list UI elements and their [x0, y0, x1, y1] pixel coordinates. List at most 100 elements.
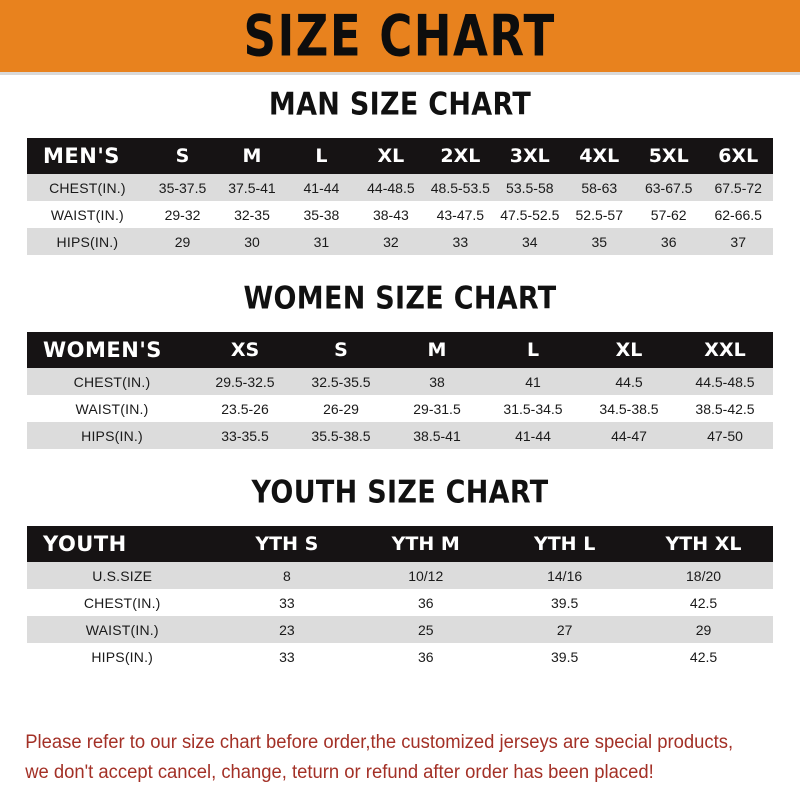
women-cell: 38 [389, 368, 485, 395]
men-cell: 63-67.5 [633, 174, 704, 201]
youth-cell: 33 [217, 643, 357, 670]
youth-section-title: YOUTH SIZE CHART [251, 474, 549, 511]
women-cell: 23.5-26 [197, 395, 293, 422]
youth-header-row: YOUTH YTH S YTH M YTH L YTH XL [27, 526, 773, 562]
youth-size-header: YTH L [495, 526, 635, 562]
footer-line-1: Please refer to our size chart before or… [25, 732, 734, 753]
youth-size-header: YTH XL [634, 526, 773, 562]
women-cell: 38.5-42.5 [677, 395, 773, 422]
banner-divider [0, 72, 800, 75]
youth-row-label: U.S.SIZE [27, 562, 218, 589]
youth-cell: 36 [356, 643, 496, 670]
youth-cell: 39.5 [495, 643, 635, 670]
youth-table-wrap: YOUTH YTH S YTH M YTH L YTH XL U.S.SIZE 8 10/12… [27, 526, 773, 670]
youth-row-label: HIPS(IN.) [27, 643, 218, 670]
table-row: CHEST(IN.) 35-37.5 37.5-41 41-44 44-48.5 48.5… [27, 174, 773, 201]
men-cell: 34 [495, 228, 565, 255]
men-cell: 44-48.5 [356, 174, 426, 201]
men-table-wrap: MEN'S S M L XL 2XL 3XL 4XL 5XL 6XL CHEST(IN.) 35-37… [27, 138, 773, 255]
youth-cell: 10/12 [356, 562, 496, 589]
women-cell: 35.5-38.5 [293, 422, 389, 449]
women-row-label: HIPS(IN.) [27, 422, 197, 449]
men-cell: 41-44 [286, 174, 357, 201]
men-cell: 48.5-53.5 [425, 174, 496, 201]
men-cell: 37 [703, 228, 773, 255]
youth-row-label: WAIST(IN.) [27, 616, 218, 643]
men-size-header: 4XL [564, 138, 634, 174]
men-header-label: MEN'S [27, 138, 148, 174]
women-row-label: WAIST(IN.) [27, 395, 197, 422]
women-size-header: XXL [677, 332, 773, 368]
men-cell: 57-62 [633, 201, 704, 228]
youth-cell: 27 [495, 616, 635, 643]
men-cell: 62-66.5 [703, 201, 773, 228]
women-cell: 41-44 [485, 422, 581, 449]
women-size-header: S [293, 332, 389, 368]
women-cell: 44-47 [581, 422, 677, 449]
men-cell: 67.5-72 [703, 174, 773, 201]
table-row: HIPS(IN.) 29 30 31 32 33 34 35 36 37 [27, 228, 773, 255]
youth-cell: 23 [217, 616, 357, 643]
youth-cell: 29 [634, 616, 773, 643]
youth-cell: 42.5 [634, 589, 773, 616]
youth-cell: 18/20 [634, 562, 773, 589]
women-cell: 29.5-32.5 [197, 368, 293, 395]
table-row: WAIST(IN.) 23.5-26 26-29 29-31.5 31.5-34.5 34… [27, 395, 773, 422]
women-table-wrap: WOMEN'S XS S M L XL XXL CHEST(IN.) 29.5-32.5 32.5… [27, 332, 773, 449]
women-header-label: WOMEN'S [27, 332, 197, 368]
men-cell: 43-47.5 [425, 201, 496, 228]
men-cell: 58-63 [564, 174, 634, 201]
youth-cell: 33 [217, 589, 357, 616]
youth-cell: 25 [356, 616, 496, 643]
men-cell: 35-37.5 [147, 174, 218, 201]
men-cell: 47.5-52.5 [495, 201, 565, 228]
women-cell: 26-29 [293, 395, 389, 422]
women-cell: 29-31.5 [389, 395, 485, 422]
women-section-title: WOMEN SIZE CHART [243, 280, 557, 317]
men-cell: 32-35 [217, 201, 287, 228]
page-banner: SIZE CHART [0, 0, 800, 72]
table-row: HIPS(IN.) 33-35.5 35.5-38.5 38.5-41 41-44 44-… [27, 422, 773, 449]
men-size-header: S [147, 138, 218, 174]
youth-row-label: CHEST(IN.) [27, 589, 218, 616]
women-size-header: M [389, 332, 485, 368]
women-cell: 44.5 [581, 368, 677, 395]
men-cell: 33 [425, 228, 496, 255]
men-cell: 30 [217, 228, 287, 255]
table-row: CHEST(IN.) 29.5-32.5 32.5-35.5 38 41 44.5 44.5… [27, 368, 773, 395]
women-size-header: L [485, 332, 581, 368]
page-title: SIZE CHART [243, 2, 557, 70]
men-cell: 31 [286, 228, 357, 255]
youth-cell: 36 [356, 589, 496, 616]
men-cell: 53.5-58 [495, 174, 565, 201]
men-section-title: MAN SIZE CHART [268, 86, 532, 123]
men-header-row: MEN'S S M L XL 2XL 3XL 4XL 5XL 6XL [27, 138, 773, 174]
women-header-row: WOMEN'S XS S M L XL XXL [27, 332, 773, 368]
men-size-header: XL [356, 138, 426, 174]
women-row-label: CHEST(IN.) [27, 368, 197, 395]
women-cell: 47-50 [677, 422, 773, 449]
youth-size-header: YTH M [356, 526, 496, 562]
men-cell: 37.5-41 [217, 174, 287, 201]
men-size-header: 5XL [633, 138, 704, 174]
table-row: U.S.SIZE 8 10/12 14/16 18/20 [27, 562, 773, 589]
table-row: WAIST(IN.) 23 25 27 29 [27, 616, 773, 643]
footer-line-2: we don't accept cancel, change, teturn o… [25, 762, 654, 783]
men-cell: 32 [356, 228, 426, 255]
men-cell: 29 [147, 228, 218, 255]
men-cell: 29-32 [147, 201, 218, 228]
footer-disclaimer: Please refer to our size chart before or… [0, 728, 776, 788]
women-cell: 34.5-38.5 [581, 395, 677, 422]
table-row: CHEST(IN.) 33 36 39.5 42.5 [27, 589, 773, 616]
men-row-label: CHEST(IN.) [27, 174, 148, 201]
men-size-header: M [217, 138, 287, 174]
women-cell: 33-35.5 [197, 422, 293, 449]
table-row: HIPS(IN.) 33 36 39.5 42.5 [27, 643, 773, 670]
women-cell: 38.5-41 [389, 422, 485, 449]
youth-header-label: YOUTH [27, 526, 218, 562]
men-size-header: 2XL [425, 138, 496, 174]
women-size-header: XS [197, 332, 293, 368]
men-row-label: WAIST(IN.) [27, 201, 148, 228]
youth-cell: 39.5 [495, 589, 635, 616]
women-cell: 32.5-35.5 [293, 368, 389, 395]
